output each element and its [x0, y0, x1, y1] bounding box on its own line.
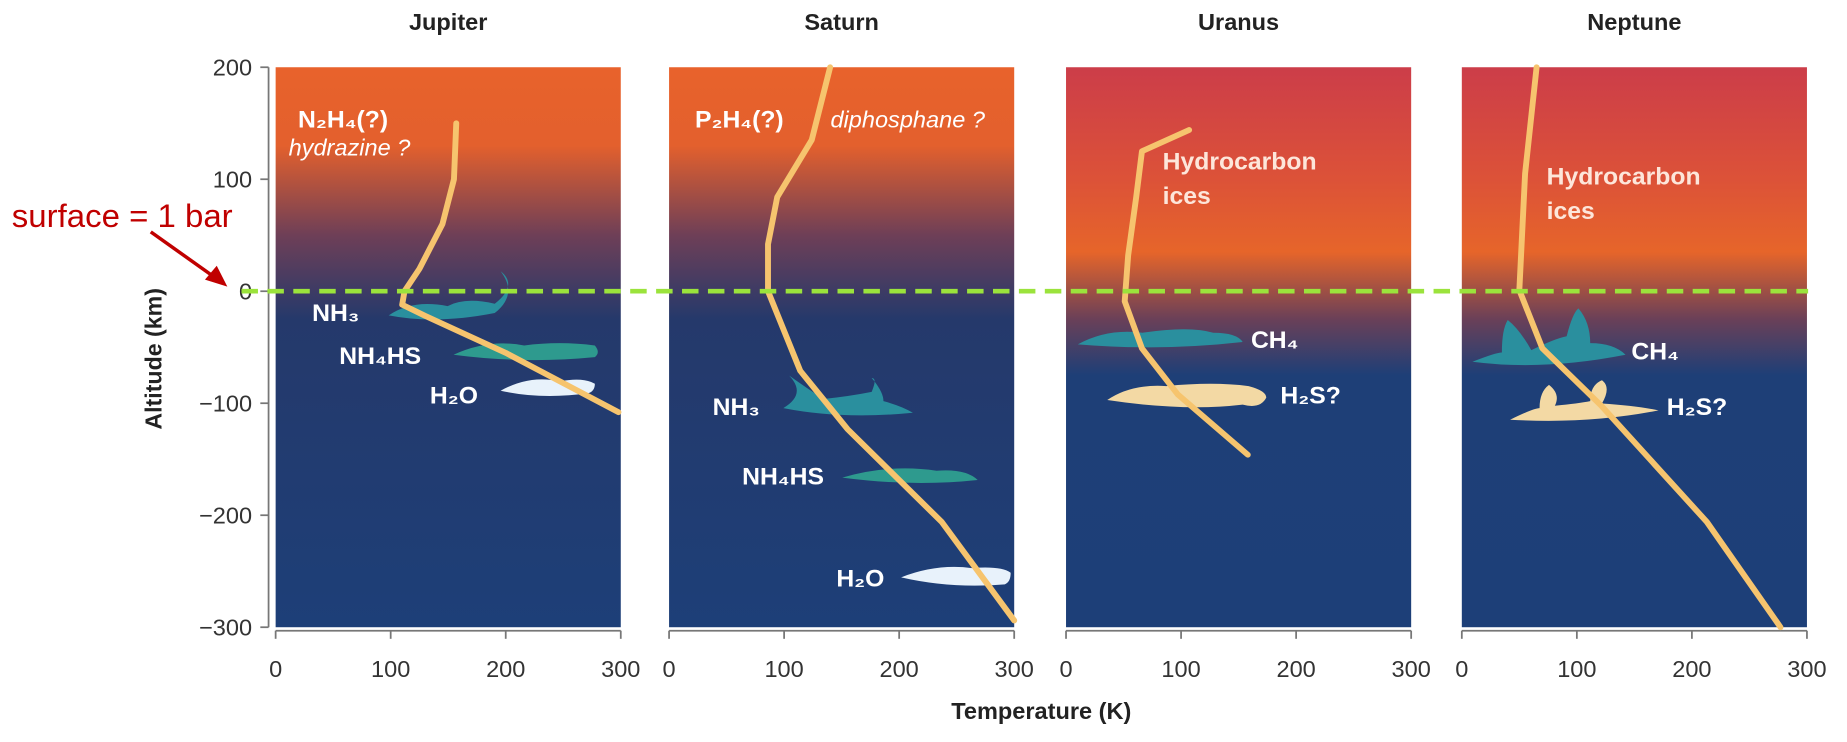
x-tick-label: 200 [1276, 656, 1315, 682]
y-axis-label: Altitude (km) [140, 288, 166, 430]
x-tick-label: 300 [995, 656, 1034, 682]
annotation: CH₄ [1251, 327, 1298, 354]
x-tick-label: 100 [764, 656, 803, 682]
annotation: H₂S? [1667, 394, 1727, 421]
x-tick-label: 100 [1557, 656, 1596, 682]
annotation: H₂O [430, 383, 478, 410]
x-tick-label: 300 [601, 656, 640, 682]
x-tick-label: 100 [371, 656, 410, 682]
x-tick-label: 0 [1059, 656, 1072, 682]
annotation: NH₃ [713, 394, 760, 421]
panel-title: Saturn [804, 9, 879, 35]
annotation: NH₃ [312, 300, 359, 327]
y-tick-label: −100 [199, 391, 252, 417]
panel-title: Jupiter [409, 9, 488, 35]
annotation: H₂S? [1280, 383, 1340, 410]
y-tick-label: −300 [199, 615, 252, 641]
x-tick-label: 0 [1455, 656, 1468, 682]
annotation: CH₄ [1631, 339, 1678, 366]
y-tick-label: −200 [199, 503, 252, 529]
annotation: NH₄HS [742, 464, 824, 491]
surface-label: surface = 1 bar [12, 197, 233, 234]
annotation: diphosphane ? [830, 107, 984, 133]
y-tick-label: 200 [213, 55, 252, 81]
panel-title: Neptune [1587, 9, 1681, 35]
annotation: N₂H₄(?) [298, 107, 388, 134]
panel-background [669, 67, 1014, 627]
surface-arrow [151, 232, 218, 280]
x-tick-label: 100 [1161, 656, 1200, 682]
x-tick-label: 200 [880, 656, 919, 682]
x-tick-label: 0 [269, 656, 282, 682]
x-tick-label: 200 [1672, 656, 1711, 682]
annotation: hydrazine ? [289, 135, 411, 161]
x-tick-label: 300 [1392, 656, 1431, 682]
annotation: Hydrocarbon ices [1163, 145, 1316, 226]
surface-arrowhead [205, 266, 227, 287]
annotation-text: Hydrocarbon ices [1547, 160, 1700, 230]
annotation: H₂O [836, 566, 884, 593]
annotation-text: Hydrocarbon ices [1163, 145, 1316, 215]
annotation: NH₄HS [339, 343, 421, 370]
annotation: P₂H₄(?) [695, 107, 784, 134]
x-tick-label: 300 [1787, 656, 1826, 682]
panel-title: Uranus [1198, 9, 1279, 35]
x-tick-label: 200 [486, 656, 525, 682]
chart: Jupiter 0 100 200 300 200 100 0 −100 −200 −300 N₂H₄… [0, 0, 1847, 742]
y-tick-label: 100 [213, 167, 252, 193]
x-tick-label: 0 [663, 656, 676, 682]
annotation: Hydrocarbon ices [1547, 160, 1700, 241]
x-axis-label: Temperature (K) [951, 698, 1131, 724]
